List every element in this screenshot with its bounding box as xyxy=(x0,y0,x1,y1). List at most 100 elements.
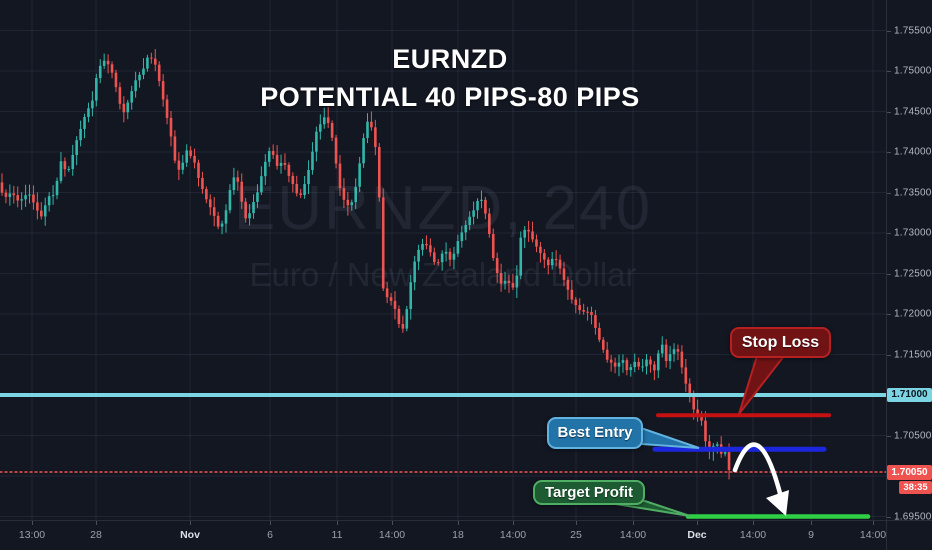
candle-body xyxy=(189,150,192,156)
price-tick-mark xyxy=(887,152,891,153)
candle-body xyxy=(397,308,401,325)
candle-body xyxy=(114,72,118,88)
candle-body xyxy=(354,186,357,203)
price-tick-label: 1.71500 xyxy=(894,349,932,360)
time-tick-label: 14:00 xyxy=(739,529,767,541)
candle-body xyxy=(260,176,263,193)
candle-body xyxy=(480,199,483,201)
candle-body xyxy=(315,131,318,152)
candle-body xyxy=(161,81,165,100)
price-tick-mark xyxy=(887,192,891,194)
candle-body xyxy=(613,362,617,367)
candle-body xyxy=(40,210,43,217)
time-tick-mark xyxy=(270,521,271,525)
candle-body xyxy=(389,297,393,301)
time-tick-label: 14:00 xyxy=(859,529,887,541)
candle-body xyxy=(95,78,98,101)
price-tick-mark xyxy=(887,111,891,113)
axis-corner xyxy=(886,520,932,550)
time-tick-label: Nov xyxy=(180,529,200,541)
candle-body xyxy=(126,102,130,113)
candle-body xyxy=(641,366,644,368)
time-tick-label: 28 xyxy=(90,529,102,541)
candle-body xyxy=(366,121,369,139)
candle-body xyxy=(338,163,342,189)
candle-body xyxy=(201,178,204,190)
candle-body xyxy=(87,108,90,117)
candle-body xyxy=(75,140,78,155)
candle-body xyxy=(377,147,381,198)
candle-body xyxy=(550,258,554,266)
candle-body xyxy=(499,273,503,284)
candle-body xyxy=(12,193,16,196)
time-tick-mark xyxy=(513,521,514,525)
candle-body xyxy=(425,243,428,246)
candle-body xyxy=(295,183,299,194)
candle-body xyxy=(472,210,475,217)
time-tick-mark xyxy=(392,521,393,525)
candle-body xyxy=(264,161,267,177)
price-tick-mark xyxy=(887,354,891,356)
candle-body xyxy=(436,262,440,264)
candle-body xyxy=(212,207,216,216)
candle-body xyxy=(476,200,479,211)
candle-body xyxy=(723,452,727,454)
candle-body xyxy=(150,57,153,59)
candle-body xyxy=(287,164,291,176)
time-tick-mark xyxy=(811,521,812,525)
candle-body xyxy=(59,161,63,181)
time-tick-label: 14:00 xyxy=(499,529,527,541)
time-tick-label: 14:00 xyxy=(619,529,647,541)
time-tick-label: 11 xyxy=(331,529,343,541)
candle-body xyxy=(566,279,570,290)
candle-body xyxy=(393,300,397,309)
price-tick-mark xyxy=(887,30,891,32)
candle-body xyxy=(299,193,302,196)
candle-body xyxy=(523,229,526,238)
candle-body xyxy=(181,162,185,170)
time-axis[interactable]: 13:00 28 Nov 6 11 14:00 18 14:00 25 14:00 Dec 14:00… xyxy=(0,520,886,550)
candle-body xyxy=(413,261,416,283)
candle-body xyxy=(433,252,436,263)
candle-body xyxy=(134,80,137,92)
chart-title-annotation: EURNZD POTENTIAL 40 PIPS-80 PIPS xyxy=(0,40,900,116)
candle-body xyxy=(617,362,621,367)
candle-body xyxy=(605,349,609,360)
candle-body xyxy=(664,344,668,362)
price-tick-mark xyxy=(887,435,891,437)
candle-body xyxy=(138,74,141,81)
stop-loss-callout[interactable]: Stop Loss xyxy=(730,327,831,358)
candle-body xyxy=(326,117,330,123)
candle-body xyxy=(153,58,157,65)
price-axis[interactable]: 1.75500 1.75000 1.74500 1.74000 1.73500 1.730… xyxy=(886,0,932,522)
candle-body xyxy=(535,239,538,247)
candle-body xyxy=(169,117,173,137)
price-tick-label: 1.70500 xyxy=(894,430,932,441)
candle-body xyxy=(47,196,51,206)
time-tick-label: Dec xyxy=(687,529,707,541)
candle-body xyxy=(307,170,310,185)
candle-body xyxy=(208,199,212,208)
candle-body xyxy=(330,122,334,138)
best-entry-callout[interactable]: Best Entry xyxy=(547,417,643,449)
candle-body xyxy=(586,311,589,313)
candle-body xyxy=(16,195,20,201)
candle-body xyxy=(362,138,365,164)
candle-body xyxy=(252,201,255,214)
candle-body xyxy=(680,351,684,368)
candle-body xyxy=(142,68,145,75)
candle-body xyxy=(8,193,12,197)
candle-body xyxy=(688,383,692,394)
title-potential: POTENTIAL 40 PIPS-80 PIPS xyxy=(260,82,640,112)
target-profit-callout[interactable]: Target Profit xyxy=(533,480,645,505)
candle-body xyxy=(657,353,660,371)
candle-body xyxy=(405,309,409,329)
candle-body xyxy=(358,163,361,187)
candle-body xyxy=(36,202,39,211)
candle-body xyxy=(146,57,149,69)
candle-body xyxy=(55,180,59,196)
candle-body xyxy=(271,151,275,155)
price-tick-mark xyxy=(887,71,891,72)
candle-body xyxy=(205,189,208,200)
